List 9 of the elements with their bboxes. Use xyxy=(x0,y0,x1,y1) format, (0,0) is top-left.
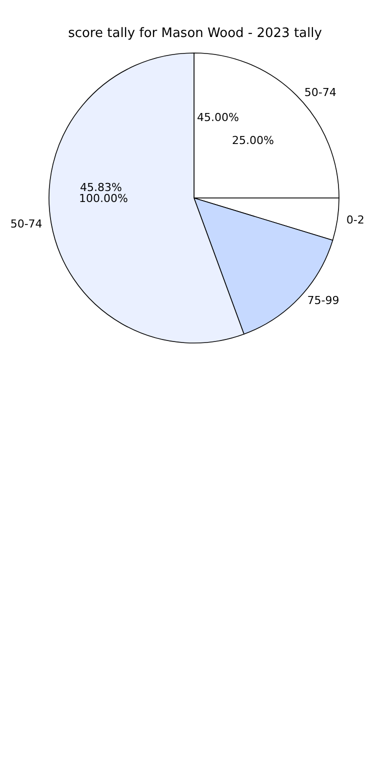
slice-label: 0-2 xyxy=(346,213,364,226)
text: 100.00% xyxy=(79,192,128,205)
text: 45.00% xyxy=(197,111,239,124)
slice-label: 50-74 xyxy=(10,218,42,231)
text: 25.00% xyxy=(232,134,274,147)
slice-label: 75-99 xyxy=(307,294,340,307)
chart-title: score tally for Mason Wood - 2023 tally xyxy=(68,26,322,41)
slice-label: 50-74 xyxy=(304,86,336,100)
text: 45.83% xyxy=(80,181,122,194)
